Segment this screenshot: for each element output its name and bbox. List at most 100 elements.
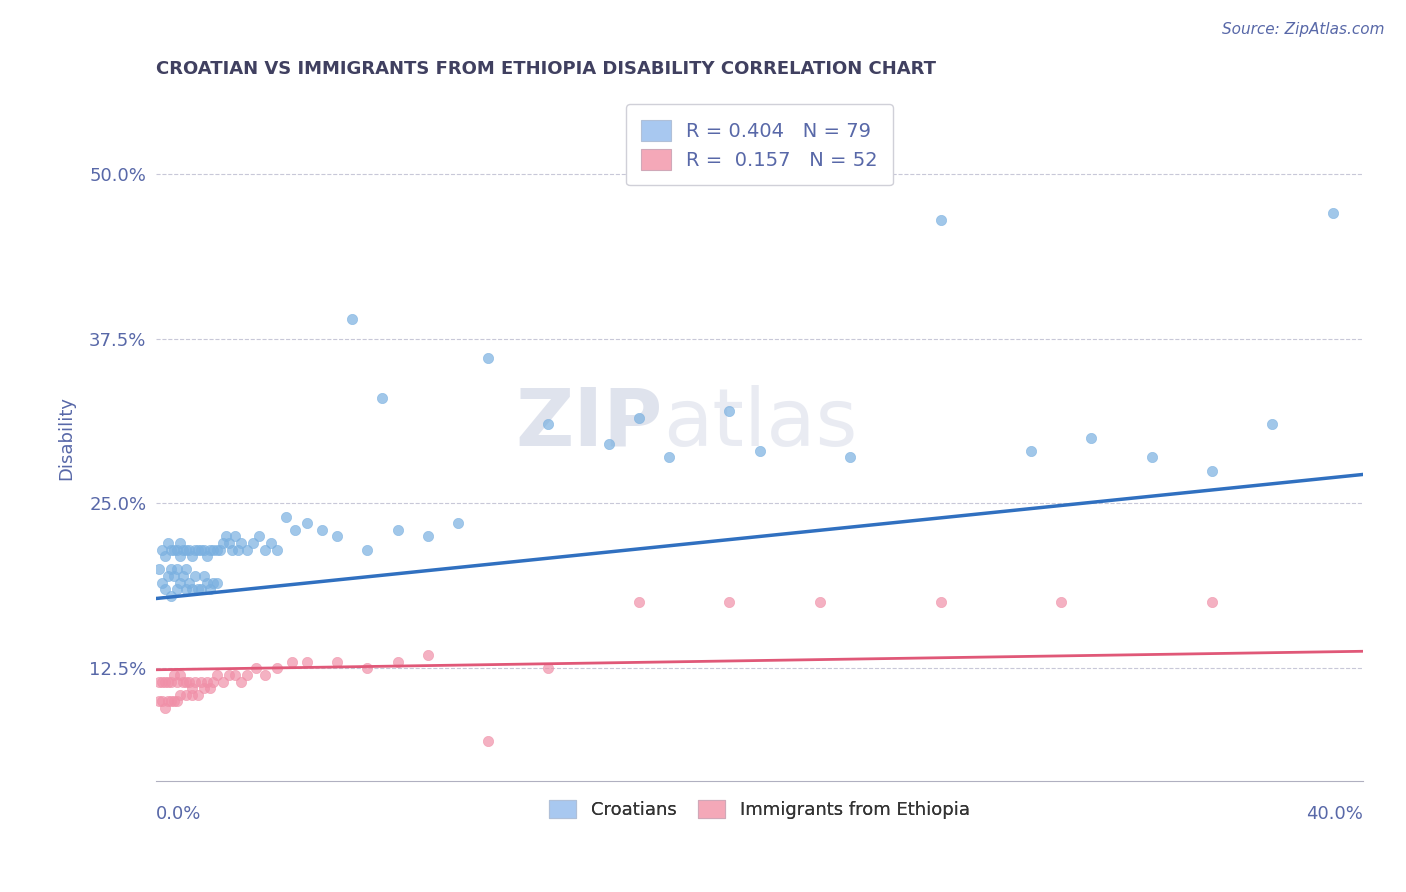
Point xyxy=(929,212,952,227)
Point xyxy=(266,542,288,557)
Point xyxy=(627,595,650,609)
Point xyxy=(839,450,862,465)
Point xyxy=(176,562,198,576)
Point xyxy=(326,529,349,543)
Point xyxy=(274,509,297,524)
Point xyxy=(190,582,212,597)
Point xyxy=(247,529,270,543)
Point xyxy=(169,575,191,590)
Point xyxy=(211,536,233,550)
Point xyxy=(148,694,170,708)
Point xyxy=(224,529,246,543)
Text: 0.0%: 0.0% xyxy=(156,805,201,823)
Point xyxy=(148,562,170,576)
Point xyxy=(166,694,188,708)
Point xyxy=(208,542,231,557)
Point xyxy=(157,674,180,689)
Point xyxy=(326,655,349,669)
Point xyxy=(200,582,222,597)
Point xyxy=(447,516,470,531)
Point xyxy=(627,410,650,425)
Point xyxy=(598,437,620,451)
Point xyxy=(200,542,222,557)
Point xyxy=(416,648,439,663)
Point xyxy=(155,674,177,689)
Point xyxy=(163,694,186,708)
Point xyxy=(253,668,276,682)
Point xyxy=(193,681,215,696)
Point xyxy=(342,311,364,326)
Point xyxy=(1322,206,1344,220)
Point xyxy=(166,562,188,576)
Point xyxy=(176,688,198,702)
Point xyxy=(155,549,177,564)
Point xyxy=(718,404,741,418)
Point xyxy=(179,542,201,557)
Point xyxy=(242,536,264,550)
Point xyxy=(176,582,198,597)
Point xyxy=(1140,450,1163,465)
Point xyxy=(181,688,204,702)
Point xyxy=(160,674,183,689)
Point xyxy=(311,523,333,537)
Point xyxy=(200,681,222,696)
Point xyxy=(477,734,499,748)
Point xyxy=(176,542,198,557)
Point xyxy=(295,516,318,531)
Point xyxy=(1080,430,1102,444)
Point xyxy=(537,417,560,432)
Point xyxy=(190,674,212,689)
Point xyxy=(224,668,246,682)
Point xyxy=(193,569,215,583)
Point xyxy=(281,655,304,669)
Point xyxy=(169,668,191,682)
Point xyxy=(202,542,225,557)
Point xyxy=(1050,595,1073,609)
Point xyxy=(187,582,209,597)
Point xyxy=(179,674,201,689)
Point xyxy=(202,674,225,689)
Point xyxy=(218,668,240,682)
Point xyxy=(658,450,681,465)
Point xyxy=(169,536,191,550)
Point xyxy=(181,549,204,564)
Point xyxy=(253,542,276,557)
Text: ZIP: ZIP xyxy=(516,384,664,463)
Point xyxy=(163,668,186,682)
Point xyxy=(371,391,394,405)
Point xyxy=(166,542,188,557)
Point xyxy=(226,542,249,557)
Point xyxy=(190,542,212,557)
Point xyxy=(197,549,219,564)
Point xyxy=(387,655,409,669)
Point xyxy=(155,701,177,715)
Point xyxy=(245,661,267,675)
Point xyxy=(748,443,770,458)
Point xyxy=(1201,595,1223,609)
Point xyxy=(184,542,207,557)
Point xyxy=(1261,417,1284,432)
Point xyxy=(205,575,228,590)
Point xyxy=(356,661,378,675)
Point xyxy=(172,674,194,689)
Point xyxy=(163,542,186,557)
Legend: Croatians, Immigrants from Ethiopia: Croatians, Immigrants from Ethiopia xyxy=(543,793,977,827)
Point xyxy=(187,542,209,557)
Point xyxy=(181,582,204,597)
Point xyxy=(184,569,207,583)
Point xyxy=(166,674,188,689)
Point xyxy=(179,575,201,590)
Point xyxy=(169,549,191,564)
Point xyxy=(157,694,180,708)
Text: Source: ZipAtlas.com: Source: ZipAtlas.com xyxy=(1222,22,1385,37)
Point xyxy=(160,542,183,557)
Point xyxy=(205,668,228,682)
Point xyxy=(150,674,173,689)
Point xyxy=(229,674,252,689)
Point xyxy=(150,575,173,590)
Point xyxy=(160,562,183,576)
Point xyxy=(160,694,183,708)
Point xyxy=(172,542,194,557)
Point xyxy=(193,542,215,557)
Point xyxy=(416,529,439,543)
